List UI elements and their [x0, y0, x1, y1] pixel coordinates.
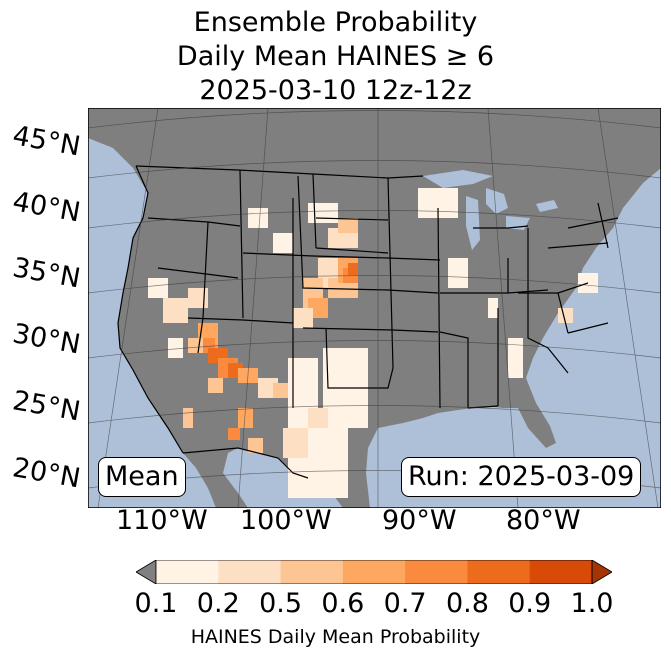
mean-label: Mean	[98, 457, 186, 497]
title-line-2: Daily Mean HAINES ≥ 6	[176, 41, 495, 72]
colorbar-tick: 0.8	[445, 588, 489, 619]
colorbar-tick: 0.2	[196, 588, 240, 619]
probability-cell	[448, 258, 468, 288]
colorbar-under-triangle	[136, 560, 157, 584]
lon-label-80w: 80°W	[506, 505, 581, 536]
land	[88, 108, 661, 508]
state-borders	[117, 165, 619, 479]
probability-cell	[338, 218, 358, 233]
probability-cell	[208, 378, 223, 393]
lat-label-20n: 20°N	[10, 452, 83, 495]
probability-cell	[488, 298, 498, 318]
colorbar-bin	[405, 560, 468, 584]
probability-cell	[163, 298, 188, 323]
map-panel	[88, 108, 661, 508]
probability-cell	[248, 438, 263, 453]
great-lakes	[423, 170, 558, 250]
probability-cell	[188, 288, 208, 308]
probability-cell	[168, 338, 183, 358]
lon-label-90w: 90°W	[382, 505, 457, 536]
probability-cell	[248, 208, 268, 228]
colorbar-tick: 0.1	[134, 588, 178, 619]
title-line-1: Ensemble Probability	[193, 7, 478, 38]
graticule	[88, 108, 661, 508]
lat-label-30n: 30°N	[10, 318, 83, 361]
probability-cell	[148, 278, 168, 298]
colorbar-tick: 0.7	[383, 588, 427, 619]
run-label: Run: 2025-03-09	[401, 457, 642, 497]
colorbar-bin	[529, 560, 593, 584]
colorbar-bin	[342, 560, 406, 584]
colorbar-tick: 0.5	[259, 588, 303, 619]
colorbar-tick: 1.0	[570, 588, 614, 619]
probability-cell	[348, 263, 358, 275]
probability-cell	[508, 338, 523, 378]
probability-cell	[238, 408, 253, 428]
lon-label-110w: 110°W	[116, 505, 208, 536]
colorbar-bin	[156, 560, 219, 584]
lat-label-45n: 45°N	[10, 120, 83, 163]
probability-cell	[283, 428, 308, 458]
probability-cell	[183, 408, 193, 428]
colorbar-label: HAINES Daily Mean Probability	[190, 626, 481, 648]
probability-cell	[228, 428, 240, 440]
probability-cell	[273, 383, 288, 398]
probability-cell	[188, 338, 203, 353]
probability-cell	[558, 308, 573, 323]
colorbar-bin	[218, 560, 282, 584]
colorbar-tick: 0.9	[508, 588, 552, 619]
probability-cell	[293, 308, 313, 328]
colorbar	[136, 560, 612, 584]
lat-label-40n: 40°N	[10, 186, 83, 229]
lat-label-25n: 25°N	[10, 385, 83, 428]
colorbar-tick: 0.6	[321, 588, 365, 619]
colorbar-bin	[467, 560, 531, 584]
probability-cells	[148, 188, 598, 498]
probability-cell	[308, 203, 338, 223]
title-line-3: 2025-03-10 12z-12z	[199, 75, 472, 106]
lat-label-35n: 35°N	[10, 252, 83, 295]
probability-cell	[273, 233, 293, 253]
colorbar-bin	[280, 560, 344, 584]
lon-label-100w: 100°W	[240, 505, 332, 536]
probability-cell	[308, 408, 328, 428]
colorbar-over-triangle	[591, 560, 612, 584]
